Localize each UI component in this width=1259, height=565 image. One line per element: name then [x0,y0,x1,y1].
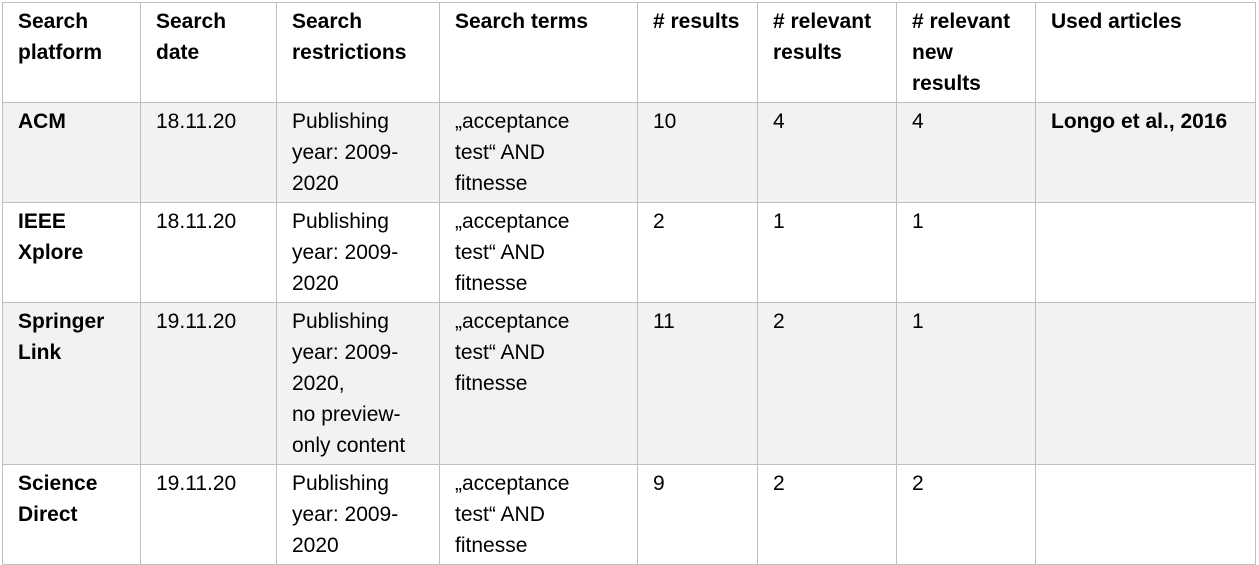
cell-relevant: 2 [757,464,897,565]
header-results: # results [637,2,758,103]
cell-results: 11 [637,302,758,465]
cell-relevant: 1 [757,202,897,303]
cell-used-articles: Longo et al., 2016 [1035,102,1256,203]
cell-relevant: 2 [757,302,897,465]
cell-date: 18.11.20 [140,202,277,303]
header-search-restrictions: Search restrictions [276,2,440,103]
table-row: IEEE Xplore 18.11.20 Publishing year: 20… [2,202,1256,303]
cell-restrictions: Publishing year: 2009- 2020 [276,202,440,303]
header-relevant-results: # relevant results [757,2,897,103]
cell-platform: IEEE Xplore [2,202,141,303]
cell-results: 10 [637,102,758,203]
cell-platform: ACM [2,102,141,203]
cell-results: 2 [637,202,758,303]
header-relevant-new-results: # relevant new results [896,2,1036,103]
cell-used-articles [1035,202,1256,303]
cell-results: 9 [637,464,758,565]
cell-date: 18.11.20 [140,102,277,203]
cell-used-articles [1035,464,1256,565]
cell-relevant-new: 2 [896,464,1036,565]
cell-date: 19.11.20 [140,302,277,465]
cell-relevant-new: 1 [896,302,1036,465]
cell-platform: Science Direct [2,464,141,565]
cell-terms: „acceptance test“ AND fitnesse [439,302,638,465]
cell-relevant-new: 4 [896,102,1036,203]
cell-restrictions: Publishing year: 2009- 2020, no preview-… [276,302,440,465]
cell-restrictions: Publishing year: 2009- 2020 [276,464,440,565]
header-search-date: Search date [140,2,277,103]
table-row: Science Direct 19.11.20 Publishing year:… [2,464,1256,565]
cell-platform: Springer Link [2,302,141,465]
header-search-platform: Search platform [2,2,141,103]
cell-restrictions: Publishing year: 2009- 2020 [276,102,440,203]
header-used-articles: Used articles [1035,2,1256,103]
table-row: ACM 18.11.20 Publishing year: 2009- 2020… [2,102,1256,203]
header-search-terms: Search terms [439,2,638,103]
cell-terms: „acceptance test“ AND fitnesse [439,202,638,303]
cell-terms: „acceptance test“ AND fitnesse [439,464,638,565]
cell-used-articles [1035,302,1256,465]
cell-terms: „acceptance test“ AND fitnesse [439,102,638,203]
cell-relevant: 4 [757,102,897,203]
cell-relevant-new: 1 [896,202,1036,303]
header-row: Search platform Search date Search restr… [2,2,1256,103]
table-row: Springer Link 19.11.20 Publishing year: … [2,302,1256,465]
cell-date: 19.11.20 [140,464,277,565]
